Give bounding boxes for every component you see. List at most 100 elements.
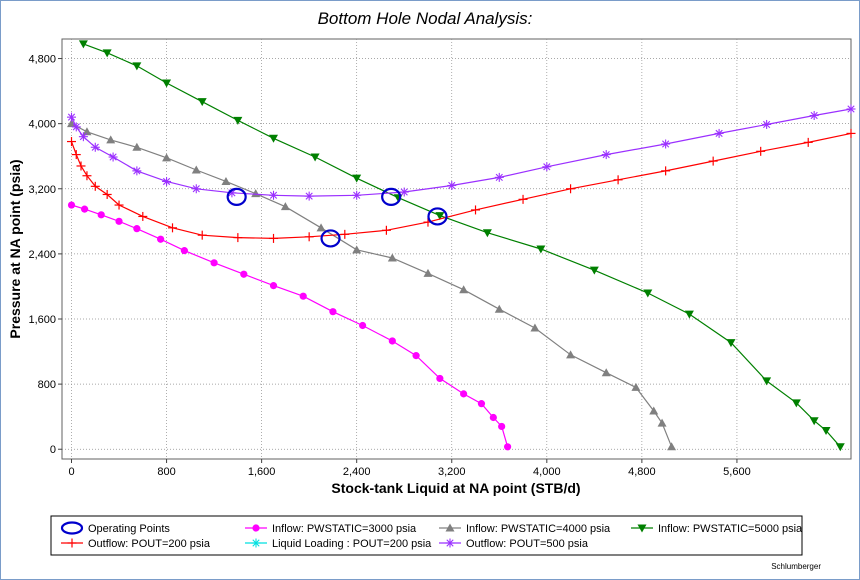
data-point [316, 223, 326, 232]
y-tick-label: 0 [50, 444, 56, 456]
data-point [399, 187, 409, 197]
data-point [82, 127, 92, 136]
data-point [530, 323, 540, 332]
data-point [90, 142, 100, 152]
legend-item-inflow-pwstatic-4000-psia: Inflow: PWSTATIC=4000 psia [439, 523, 611, 535]
y-tick-label: 4,800 [28, 54, 56, 66]
legend-item-operating-points: Operating Points [60, 521, 170, 535]
data-point [180, 247, 188, 255]
y-tick-label: 3,200 [28, 184, 56, 196]
series-inflow-pwstatic-3000-psia [67, 201, 512, 451]
series-line [83, 43, 841, 448]
data-point [329, 308, 337, 316]
operating-point [381, 187, 402, 207]
legend-swatch [60, 521, 84, 535]
x-tick-label: 3,200 [438, 466, 466, 478]
legend-swatch-marker [445, 538, 455, 548]
data-point [494, 172, 504, 182]
data-point [269, 282, 278, 290]
data-point [90, 181, 100, 191]
data-point [162, 79, 172, 88]
data-point [67, 137, 77, 147]
data-point [436, 374, 444, 383]
data-point [133, 225, 141, 233]
data-point [447, 181, 457, 191]
data-point [132, 166, 142, 176]
data-point [240, 270, 248, 278]
data-point [67, 112, 77, 122]
data-point [762, 119, 772, 129]
data-point [102, 49, 112, 58]
data-point [714, 128, 724, 138]
data-point [494, 304, 504, 313]
series-outflow-pout-500-psia [67, 104, 856, 201]
data-point [387, 253, 397, 262]
data-point [667, 442, 677, 451]
data-point [191, 165, 201, 174]
data-point [835, 443, 845, 452]
series-outflow-pout-200-psia [67, 128, 856, 243]
data-point [489, 413, 497, 422]
legend-item-outflow-pout-500-psia: Outflow: POUT=500 psia [439, 538, 589, 550]
data-point [631, 382, 641, 391]
legend-item-liquid-loading-pout-200-psia: Liquid Loading : POUT=200 psia [245, 538, 432, 550]
data-point [613, 175, 623, 185]
data-point [791, 399, 801, 408]
y-tick-label: 1,600 [28, 314, 56, 326]
data-point [157, 235, 165, 243]
data-point [821, 427, 831, 436]
data-point [132, 62, 142, 71]
data-point [412, 352, 420, 360]
x-tick-label: 0 [68, 466, 74, 478]
footer-credit: Schlumberger [771, 562, 821, 571]
x-tick-label: 5,600 [723, 466, 751, 478]
data-point [381, 225, 391, 235]
chart-title: Bottom Hole Nodal Analysis: [318, 9, 533, 28]
x-axis-label: Stock-tank Liquid at NA point (STB/d) [331, 480, 580, 496]
legend-swatch-marker [637, 524, 647, 533]
data-point [210, 259, 218, 267]
data-point [71, 150, 81, 160]
data-point [162, 153, 172, 162]
data-point [80, 205, 89, 213]
data-point [76, 161, 86, 171]
data-point [280, 202, 290, 211]
data-point [304, 191, 314, 201]
operating-point [427, 207, 448, 226]
data-point [67, 201, 76, 209]
data-point [359, 321, 367, 330]
data-point [388, 337, 396, 345]
data-point [809, 111, 819, 121]
data-point [108, 152, 118, 162]
data-point [233, 116, 243, 125]
operating-point [226, 187, 247, 207]
legend-swatch-marker [252, 524, 260, 532]
data-point [138, 211, 148, 221]
data-point [197, 98, 207, 107]
data-point [566, 184, 576, 194]
data-point [115, 217, 123, 225]
legend-item-inflow-pwstatic-3000-psia: Inflow: PWSTATIC=3000 psia [245, 523, 417, 535]
data-point [459, 285, 469, 294]
legend-item-outflow-pout-200-psia: Outflow: POUT=200 psia [61, 538, 211, 550]
data-point [661, 166, 671, 176]
legend-label: Inflow: PWSTATIC=3000 psia [272, 523, 417, 535]
data-point [423, 268, 433, 277]
data-point [114, 200, 124, 210]
data-point [684, 310, 694, 319]
data-point [482, 229, 492, 238]
data-point [221, 176, 231, 185]
data-point [162, 176, 172, 186]
legend-label: Inflow: PWSTATIC=5000 psia [658, 523, 803, 535]
data-point [846, 128, 856, 138]
data-point [352, 245, 362, 254]
series-line [70, 108, 852, 197]
data-point [643, 289, 653, 298]
data-point [233, 233, 243, 243]
y-axis-label: Pressure at NA point (psia) [7, 159, 23, 338]
data-point [132, 142, 142, 151]
legend-label: Outflow: POUT=500 psia [466, 538, 589, 550]
data-point [649, 406, 659, 415]
